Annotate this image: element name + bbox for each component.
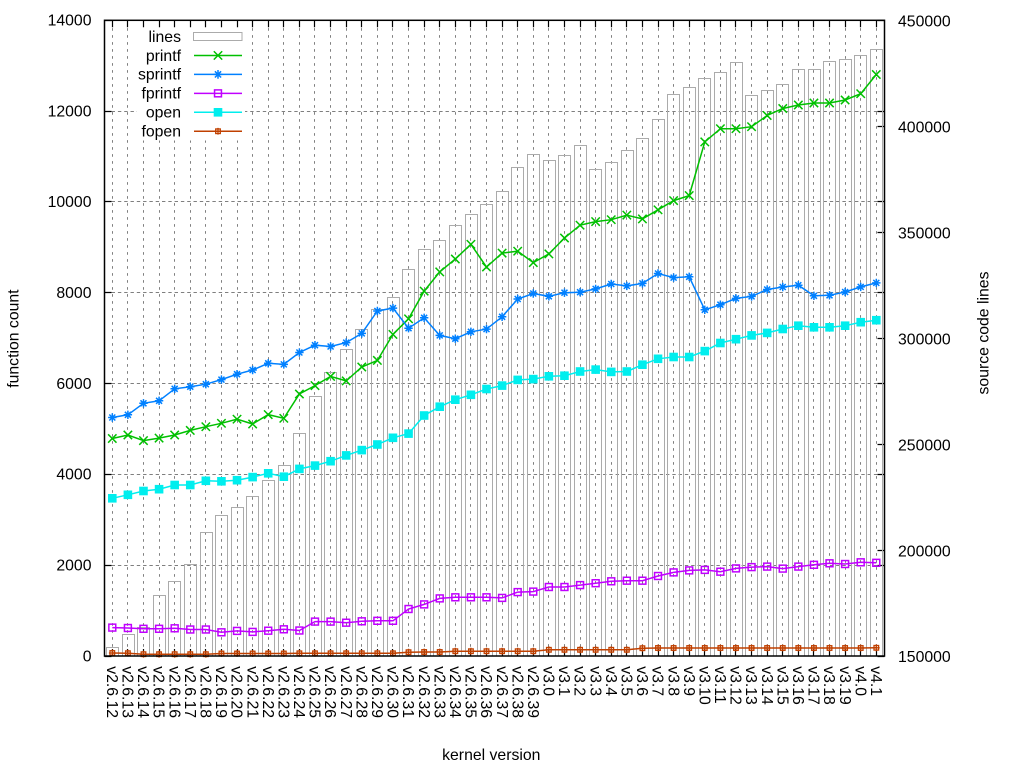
svg-text:150000: 150000 xyxy=(898,649,951,666)
svg-text:v3.5: v3.5 xyxy=(617,666,634,696)
svg-text:function count: function count xyxy=(6,289,23,388)
svg-text:v3.9: v3.9 xyxy=(680,666,697,696)
svg-text:v2.6.34: v2.6.34 xyxy=(446,666,463,718)
svg-text:v2.6.18: v2.6.18 xyxy=(197,666,214,718)
svg-text:v2.6.16: v2.6.16 xyxy=(165,666,182,718)
svg-text:printf: printf xyxy=(146,48,182,65)
svg-text:fprintf: fprintf xyxy=(141,86,181,103)
svg-text:4000: 4000 xyxy=(56,467,91,484)
svg-text:v3.16: v3.16 xyxy=(789,666,806,705)
svg-text:v2.6.39: v2.6.39 xyxy=(524,666,541,718)
svg-text:v3.6: v3.6 xyxy=(633,666,650,696)
svg-text:8000: 8000 xyxy=(56,285,91,302)
svg-text:v2.6.14: v2.6.14 xyxy=(134,666,151,718)
svg-text:v2.6.33: v2.6.33 xyxy=(430,666,447,718)
svg-text:v2.6.26: v2.6.26 xyxy=(321,666,338,718)
svg-text:v2.6.20: v2.6.20 xyxy=(228,666,245,718)
svg-text:v2.6.24: v2.6.24 xyxy=(290,666,307,718)
svg-text:v3.15: v3.15 xyxy=(773,666,790,705)
svg-text:6000: 6000 xyxy=(56,376,91,393)
svg-text:v2.6.27: v2.6.27 xyxy=(337,666,354,718)
svg-text:v3.14: v3.14 xyxy=(758,666,775,705)
svg-text:v2.6.36: v2.6.36 xyxy=(477,666,494,718)
svg-text:open: open xyxy=(146,105,181,122)
svg-text:v3.1: v3.1 xyxy=(555,666,572,696)
svg-text:v2.6.25: v2.6.25 xyxy=(306,666,323,718)
svg-text:v2.6.30: v2.6.30 xyxy=(384,666,401,718)
svg-text:v3.8: v3.8 xyxy=(664,666,681,696)
svg-text:v2.6.35: v2.6.35 xyxy=(462,666,479,718)
svg-text:v2.6.29: v2.6.29 xyxy=(368,666,385,718)
svg-text:source code lines: source code lines xyxy=(976,271,993,394)
svg-text:v2.6.38: v2.6.38 xyxy=(508,666,525,718)
svg-text:12000: 12000 xyxy=(48,103,92,120)
svg-text:v2.6.28: v2.6.28 xyxy=(352,666,369,718)
svg-text:v2.6.17: v2.6.17 xyxy=(181,666,198,718)
svg-text:v3.7: v3.7 xyxy=(649,666,666,696)
svg-text:v3.4: v3.4 xyxy=(602,666,619,696)
svg-text:v3.13: v3.13 xyxy=(742,666,759,705)
svg-text:2000: 2000 xyxy=(56,557,91,574)
svg-text:v3.12: v3.12 xyxy=(727,666,744,705)
svg-text:sprintf: sprintf xyxy=(138,67,182,84)
svg-text:200000: 200000 xyxy=(898,543,951,560)
svg-text:450000: 450000 xyxy=(898,14,951,31)
svg-text:v3.10: v3.10 xyxy=(695,666,712,705)
svg-text:300000: 300000 xyxy=(898,331,951,348)
svg-text:v2.6.37: v2.6.37 xyxy=(493,666,510,718)
svg-text:fopen: fopen xyxy=(141,124,181,141)
svg-text:v2.6.23: v2.6.23 xyxy=(274,666,291,718)
svg-text:14000: 14000 xyxy=(48,13,92,30)
svg-text:v2.6.32: v2.6.32 xyxy=(415,666,432,718)
svg-text:v3.17: v3.17 xyxy=(805,666,822,705)
svg-text:v2.6.19: v2.6.19 xyxy=(212,666,229,718)
svg-text:v3.19: v3.19 xyxy=(836,666,853,705)
svg-text:10000: 10000 xyxy=(48,194,92,211)
svg-text:v4.0: v4.0 xyxy=(851,666,868,696)
svg-text:v2.6.13: v2.6.13 xyxy=(119,666,136,718)
svg-text:250000: 250000 xyxy=(898,437,951,454)
svg-text:400000: 400000 xyxy=(898,119,951,136)
svg-text:v3.18: v3.18 xyxy=(820,666,837,705)
svg-text:v4.1: v4.1 xyxy=(867,666,884,696)
svg-text:v2.6.21: v2.6.21 xyxy=(243,666,260,718)
svg-text:v2.6.12: v2.6.12 xyxy=(103,666,120,718)
svg-text:lines: lines xyxy=(149,29,182,46)
svg-text:350000: 350000 xyxy=(898,225,951,242)
svg-text:v3.11: v3.11 xyxy=(711,666,728,704)
svg-text:0: 0 xyxy=(83,648,92,665)
svg-text:v3.3: v3.3 xyxy=(586,666,603,696)
svg-text:v3.0: v3.0 xyxy=(540,666,557,696)
svg-text:v2.6.31: v2.6.31 xyxy=(399,666,416,718)
svg-text:v2.6.15: v2.6.15 xyxy=(150,666,167,718)
svg-text:v3.2: v3.2 xyxy=(571,666,588,696)
svg-text:v2.6.22: v2.6.22 xyxy=(259,666,276,718)
svg-text:kernel version: kernel version xyxy=(442,747,540,764)
